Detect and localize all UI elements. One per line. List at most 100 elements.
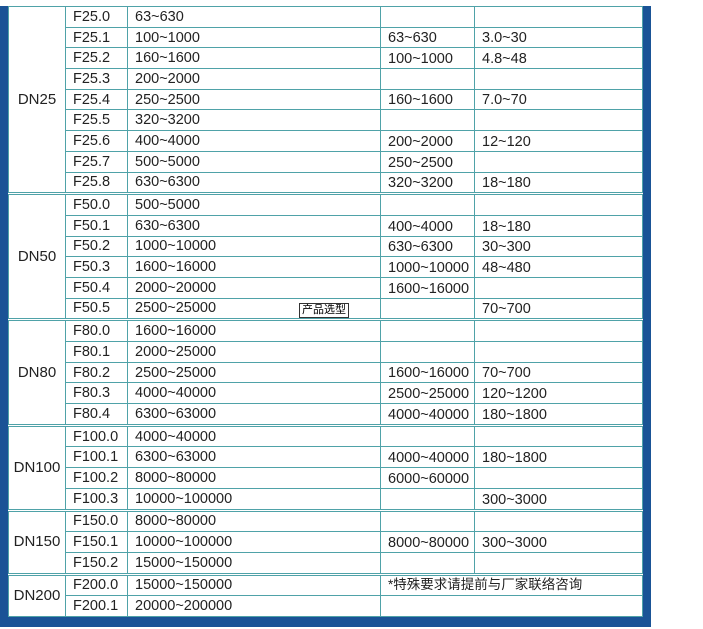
secondary-range-cell [474,150,643,173]
secondary-range-cell [474,276,643,299]
table-row: DN80 F80.0 1600~16000 [8,318,643,426]
table-row: F50.4 2000~20000 1600~16000 [9,276,643,299]
secondary-range-cell [474,68,643,90]
dn-size-cell: DN150 [8,508,66,575]
flow-range-cell: 100~1000 [380,47,475,70]
secondary-range-cell: 180~1800 [474,446,643,469]
flow-range-cell: 8000~80000 [380,531,475,553]
secondary-range-cell: 30~300 [474,235,643,258]
flow-range-cell [380,487,475,511]
range-cell: 630~6300 [127,214,381,237]
table-row: DN150 F150.0 8000~80000 [8,508,643,575]
flow-range-cell [380,318,475,342]
table-row: F25.3 200~2000 [9,68,643,90]
flow-range-cell [380,297,475,321]
secondary-range-cell [474,341,643,363]
range-cell: 160~1600 [127,47,381,70]
flow-range-cell: 160~1600 [380,88,475,111]
model-cell: F80.4 [65,403,128,426]
table-row: F50.1 630~6300 400~4000 18~180 [9,214,643,237]
model-cell: F100.1 [65,446,128,469]
range-cell: 400~4000 [127,130,381,152]
model-cell: F150.1 [65,531,128,553]
table-row: F25.4 250~2500 160~1600 7.0~70 [9,88,643,111]
dn-size-cell: DN200 [8,572,66,617]
table-row: F25.6 400~4000 200~2000 12~120 [9,130,643,152]
table-row: F80.1 2000~25000 [9,341,643,363]
flow-range-cell: 4000~40000 [380,446,475,469]
table-row: F50.3 1600~16000 1000~10000 48~480 [9,256,643,278]
range-cell: 8000~80000 [127,508,381,533]
model-cell: F50.3 [65,256,128,278]
range-cell: 100~1000 [127,26,381,49]
range-cell: 250~2500 [127,88,381,111]
flow-range-cell: 2500~25000 [380,382,475,405]
flow-range-cell [380,192,475,216]
model-cell: F25.3 [65,68,128,90]
product-selection-table: DN25 F25.0 63~630 F25.1 100~1000 63~630 3.0~30… [8,5,643,617]
model-cell: F100.0 [65,423,128,448]
note-cell: *特殊要求请提前与厂家联络咨询 [380,572,643,597]
note-cell [380,595,643,617]
table-row: F100.2 8000~80000 6000~60000 [9,467,643,489]
flow-range-cell: 1000~10000 [380,256,475,278]
range-cell: 6300~63000 [127,403,381,426]
secondary-range-cell [474,318,643,342]
table-row: DN50 F50.0 500~5000 [8,192,643,321]
flow-range-cell [380,508,475,533]
secondary-range-cell: 300~3000 [474,531,643,553]
model-cell: F50.1 [65,214,128,237]
flow-range-cell: 400~4000 [380,214,475,237]
flow-range-cell [380,6,475,28]
range-cell: 1600~16000 [127,318,381,342]
table-row: F150.1 10000~100000 8000~80000 300~3000 [9,531,643,553]
secondary-range-cell [474,109,643,132]
secondary-range-cell: 3.0~30 [474,26,643,49]
table-row: DN100 F100.0 4000~40000 [8,423,643,511]
secondary-range-cell [474,551,643,575]
model-cell: F80.3 [65,382,128,405]
secondary-range-cell [474,467,643,489]
flow-range-cell: 63~630 [380,26,475,49]
table-row: F25.2 160~1600 100~1000 4.8~48 [9,47,643,70]
range-cell: 20000~200000 [127,595,381,617]
model-cell: F50.5 [65,297,128,321]
secondary-range-cell: 12~120 [474,130,643,152]
table-row: F80.2 2500~25000 1600~16000 70~700 [9,361,643,384]
range-cell: 500~5000 [127,192,381,216]
model-cell: F50.0 [65,192,128,216]
flow-range-cell: 250~2500 [380,150,475,173]
secondary-range-cell: 180~1800 [474,403,643,426]
dn-size-cell: DN50 [8,192,66,321]
secondary-range-cell [474,192,643,216]
model-cell: F80.0 [65,318,128,342]
secondary-range-cell: 18~180 [474,171,643,195]
model-cell: F100.3 [65,487,128,511]
range-cell: 630~6300 [127,171,381,195]
secondary-range-cell [474,508,643,533]
flow-range-cell [380,423,475,448]
table-row: F100.1 6300~63000 4000~40000 180~1800 [9,446,643,469]
range-cell: 320~3200 [127,109,381,132]
model-cell: F150.0 [65,508,128,533]
table-row: F150.2 15000~150000 [9,551,643,575]
table-row: F100.3 10000~100000 300~3000 [9,487,643,511]
dn-size-cell: DN25 [8,5,66,195]
flow-range-cell: 1600~16000 [380,361,475,384]
range-cell: 15000~150000 [127,551,381,575]
range-cell: 10000~100000 [127,531,381,553]
flow-range-cell: 6000~60000 [380,467,475,489]
model-cell: F25.1 [65,26,128,49]
range-cell: 2500~25000 [127,361,381,384]
model-cell: F80.2 [65,361,128,384]
flow-range-cell [380,68,475,90]
range-cell: 200~2000 [127,68,381,90]
model-cell: F80.1 [65,341,128,363]
secondary-range-cell: 70~700 [474,361,643,384]
flow-range-cell: 630~6300 [380,235,475,258]
dn-size-cell: DN80 [8,318,66,426]
model-cell: F25.7 [65,150,128,173]
table-row: DN25 F25.0 63~630 [8,5,643,195]
table-row: F80.4 6300~63000 4000~40000 180~1800 [9,403,643,426]
range-cell: 1000~10000 [127,235,381,258]
